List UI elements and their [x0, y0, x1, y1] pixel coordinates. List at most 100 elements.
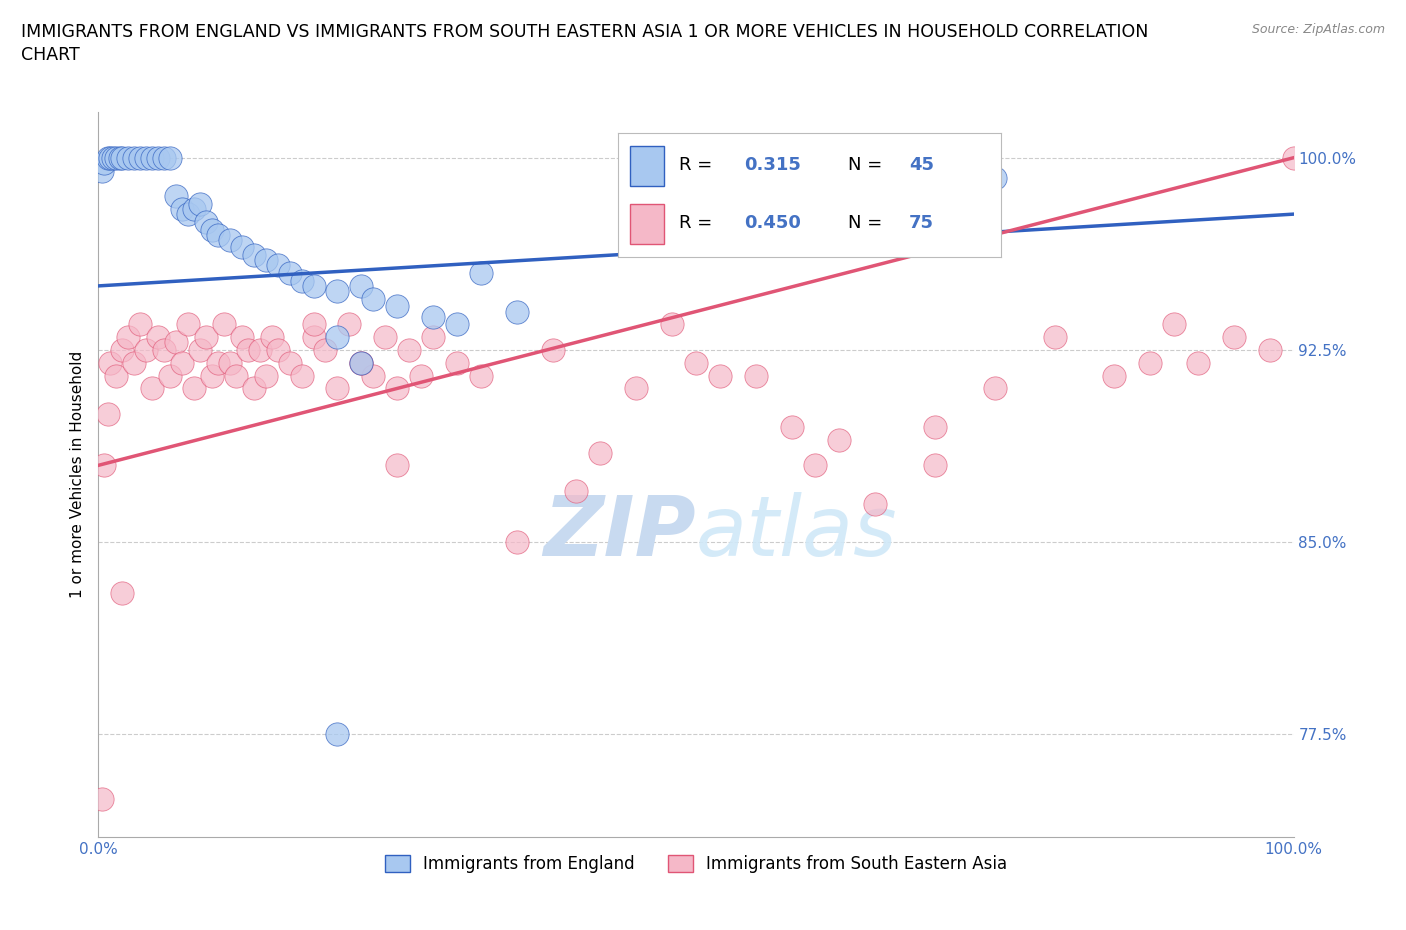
Point: [188, 196, 211, 211]
Point: [153, 151, 176, 166]
Point: [236, 342, 259, 357]
Point: [745, 368, 768, 383]
Point: [260, 330, 283, 345]
Point: [385, 381, 409, 396]
Y-axis label: 1 or more Vehicles in Household: 1 or more Vehicles in Household: [69, 351, 84, 598]
Point: [1139, 355, 1161, 370]
Point: [97, 406, 120, 421]
Point: [177, 317, 200, 332]
Point: [183, 381, 205, 396]
Point: [1187, 355, 1209, 370]
Point: [91, 163, 114, 178]
Point: [249, 342, 271, 357]
Point: [924, 419, 946, 434]
Point: [1104, 368, 1126, 383]
Point: [165, 189, 187, 204]
Point: [195, 330, 218, 345]
Point: [398, 342, 420, 357]
Point: [111, 151, 134, 166]
Point: [363, 291, 385, 306]
Point: [326, 381, 349, 396]
Text: ZIP: ZIP: [543, 492, 696, 573]
Point: [212, 317, 235, 332]
Point: [135, 151, 157, 166]
Point: [541, 342, 564, 357]
Point: [278, 355, 301, 370]
Point: [291, 273, 314, 288]
Point: [385, 299, 409, 313]
Point: [108, 151, 131, 166]
Point: [111, 586, 134, 601]
Point: [129, 317, 152, 332]
Point: [984, 381, 1007, 396]
Point: [141, 381, 163, 396]
Point: [589, 445, 612, 460]
Point: [924, 458, 946, 472]
Point: [470, 368, 492, 383]
Point: [172, 202, 194, 217]
Point: [195, 215, 218, 230]
Point: [243, 247, 266, 262]
Point: [984, 171, 1007, 186]
Point: [374, 330, 396, 345]
Point: [685, 355, 707, 370]
Point: [254, 253, 277, 268]
Point: [350, 278, 373, 293]
Point: [188, 342, 211, 357]
Point: [709, 368, 731, 383]
Point: [267, 342, 290, 357]
Point: [141, 151, 163, 166]
Point: [411, 368, 433, 383]
Point: [105, 368, 128, 383]
Point: [291, 368, 314, 383]
Point: [1258, 342, 1281, 357]
Text: CHART: CHART: [21, 46, 80, 64]
Point: [278, 266, 301, 281]
Point: [111, 342, 134, 357]
Text: IMMIGRANTS FROM ENGLAND VS IMMIGRANTS FROM SOUTH EASTERN ASIA 1 OR MORE VEHICLES: IMMIGRANTS FROM ENGLAND VS IMMIGRANTS FR…: [21, 23, 1149, 41]
Point: [470, 266, 492, 281]
Point: [135, 342, 157, 357]
Point: [93, 155, 115, 170]
Point: [201, 368, 224, 383]
Point: [98, 151, 122, 166]
Point: [207, 227, 229, 242]
Point: [626, 381, 648, 396]
Point: [446, 317, 468, 332]
Point: [350, 355, 373, 370]
Point: [117, 151, 139, 166]
Legend: Immigrants from England, Immigrants from South Eastern Asia: Immigrants from England, Immigrants from…: [378, 848, 1014, 880]
Point: [506, 304, 529, 319]
Point: [201, 222, 224, 237]
Point: [129, 151, 152, 166]
Point: [243, 381, 266, 396]
Point: [159, 368, 181, 383]
Point: [231, 330, 253, 345]
Point: [326, 284, 349, 299]
Point: [709, 163, 731, 178]
Point: [363, 368, 385, 383]
Point: [177, 206, 200, 221]
Point: [804, 458, 827, 472]
Point: [231, 240, 253, 255]
Point: [105, 151, 128, 166]
Point: [828, 432, 851, 447]
Point: [661, 317, 683, 332]
Point: [159, 151, 181, 166]
Text: atlas: atlas: [696, 492, 897, 573]
Point: [207, 355, 229, 370]
Point: [267, 258, 290, 272]
Point: [148, 330, 170, 345]
Point: [446, 355, 468, 370]
Point: [1223, 330, 1246, 345]
Point: [225, 368, 247, 383]
Point: [422, 309, 444, 324]
Point: [1163, 317, 1185, 332]
Point: [1282, 151, 1305, 166]
Point: [124, 355, 146, 370]
Point: [1043, 330, 1066, 345]
Point: [565, 484, 588, 498]
Point: [219, 355, 242, 370]
Point: [153, 342, 176, 357]
Point: [506, 535, 529, 550]
